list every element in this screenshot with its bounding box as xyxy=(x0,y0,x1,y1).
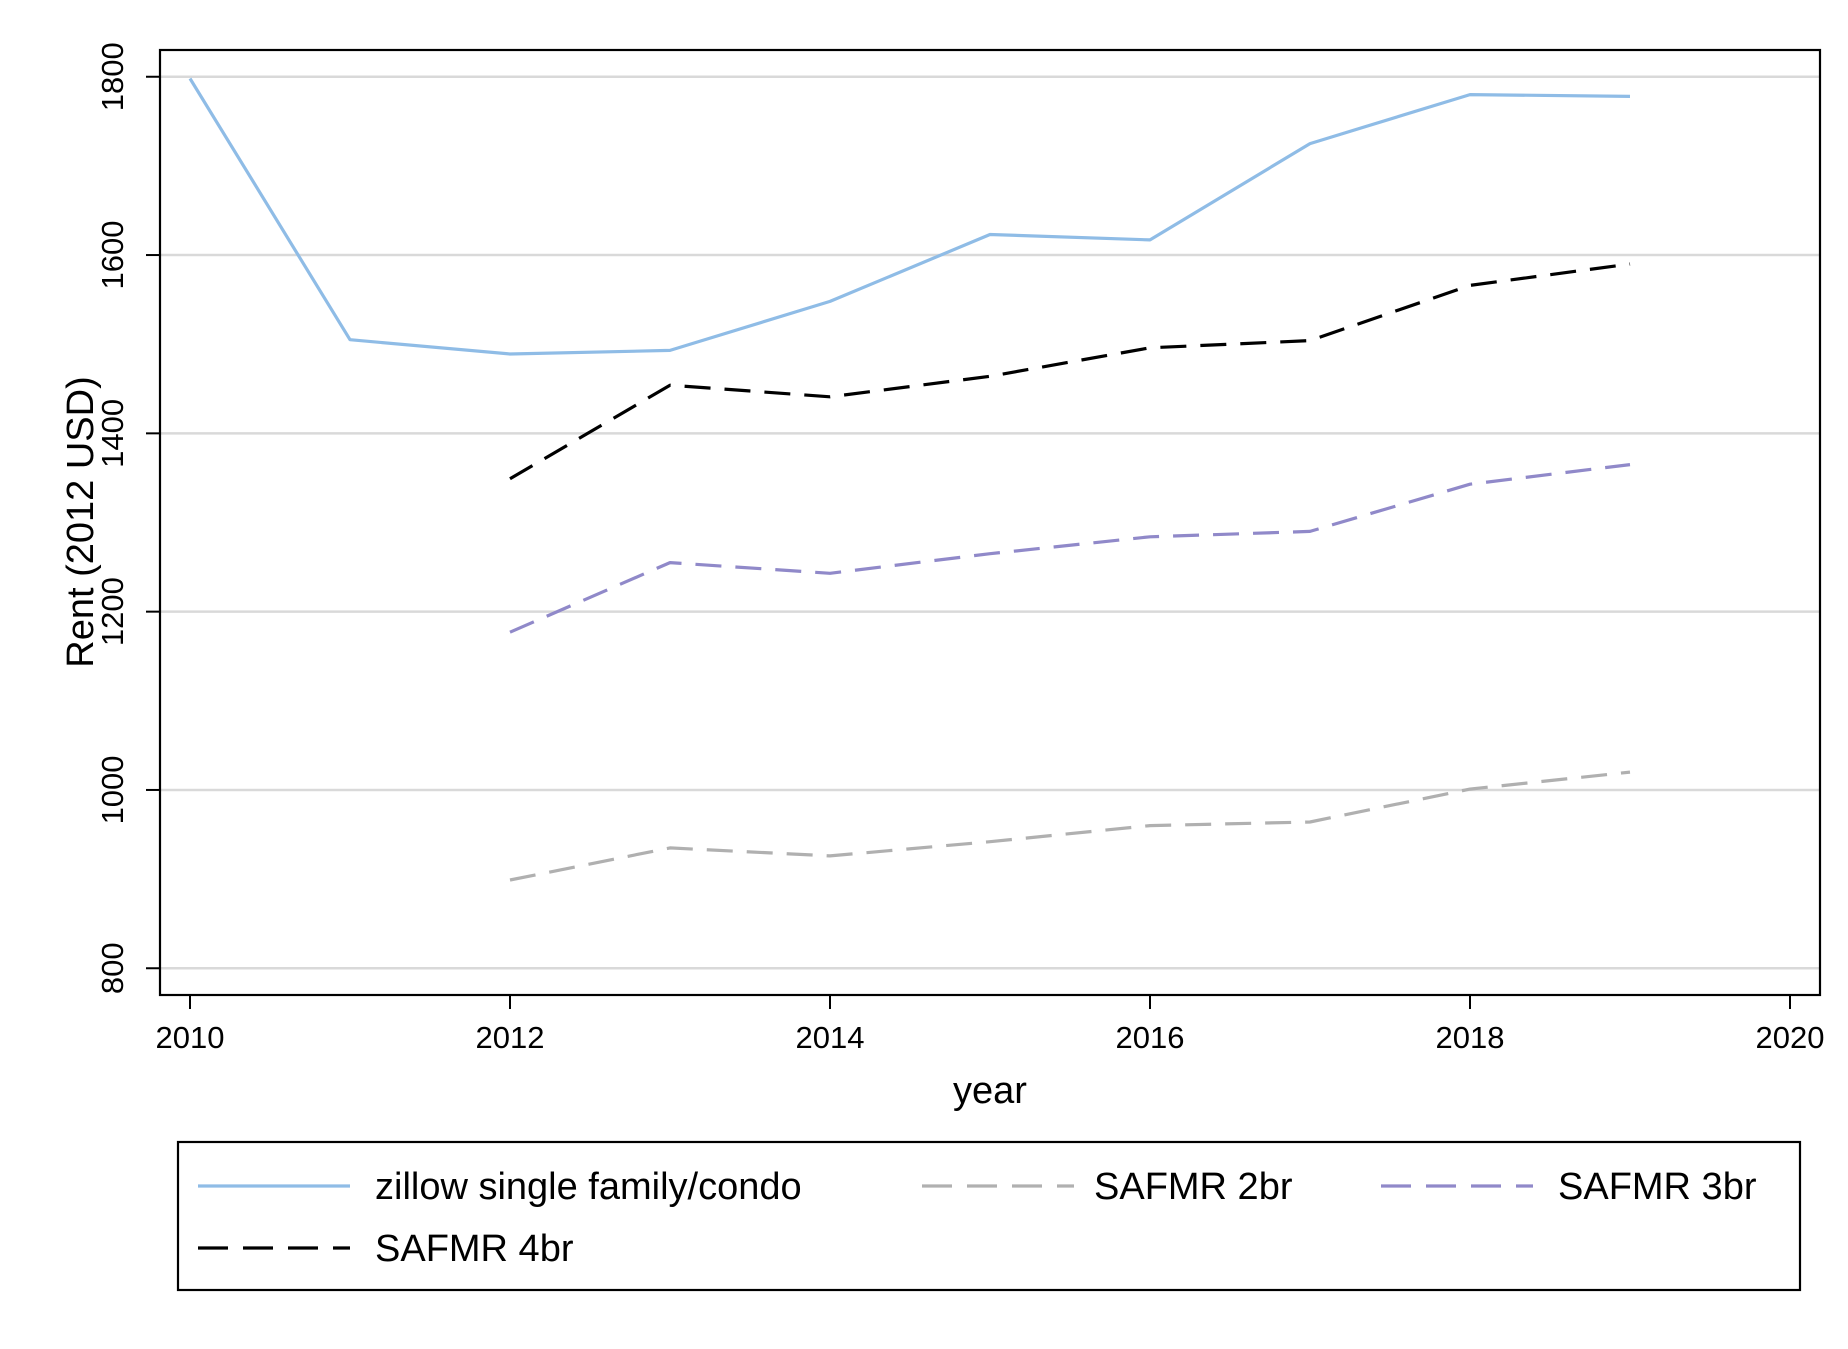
plot-frame xyxy=(158,48,1822,997)
series-line-safmr-3br xyxy=(509,463,1631,634)
y-axis-label: Rent (2012 USD) xyxy=(60,376,102,667)
series-line-safmr-4br xyxy=(509,262,1631,481)
x-tick-label: 2020 xyxy=(1756,1020,1825,1055)
legend-label: SAFMR 4br xyxy=(375,1228,574,1270)
legend-label: SAFMR 2br xyxy=(1094,1166,1293,1208)
x-axis: 2010 2012 2014 2016 2018 2020 xyxy=(156,995,1825,1055)
gridlines xyxy=(160,75,1820,970)
y-tick-label: 1200 xyxy=(95,577,130,646)
series-line-zillow-single-family-condo xyxy=(188,77,1631,356)
x-axis-label: year xyxy=(953,1070,1027,1112)
series-line-safmr-2br xyxy=(509,770,1631,882)
y-tick-label: 1800 xyxy=(95,42,130,111)
legend-label: zillow single family/condo xyxy=(375,1166,802,1208)
y-tick-label: 800 xyxy=(95,942,130,994)
y-tick-label: 1600 xyxy=(95,221,130,290)
legend xyxy=(176,1140,1802,1292)
legend-items: zillow single family/condo SAFMR 2br SAFMR… xyxy=(198,1166,1757,1270)
legend-label: SAFMR 3br xyxy=(1558,1166,1757,1208)
x-tick-label: 2012 xyxy=(476,1020,545,1055)
y-axis: 800 1000 1200 1400 1600 1800 xyxy=(95,42,160,994)
x-tick-label: 2018 xyxy=(1436,1020,1505,1055)
y-tick-label: 1000 xyxy=(95,755,130,824)
y-tick-label: 1400 xyxy=(95,399,130,468)
x-tick-label: 2010 xyxy=(156,1020,225,1055)
x-tick-label: 2014 xyxy=(796,1020,865,1055)
x-tick-label: 2016 xyxy=(1116,1020,1185,1055)
series-lines xyxy=(188,77,1631,882)
